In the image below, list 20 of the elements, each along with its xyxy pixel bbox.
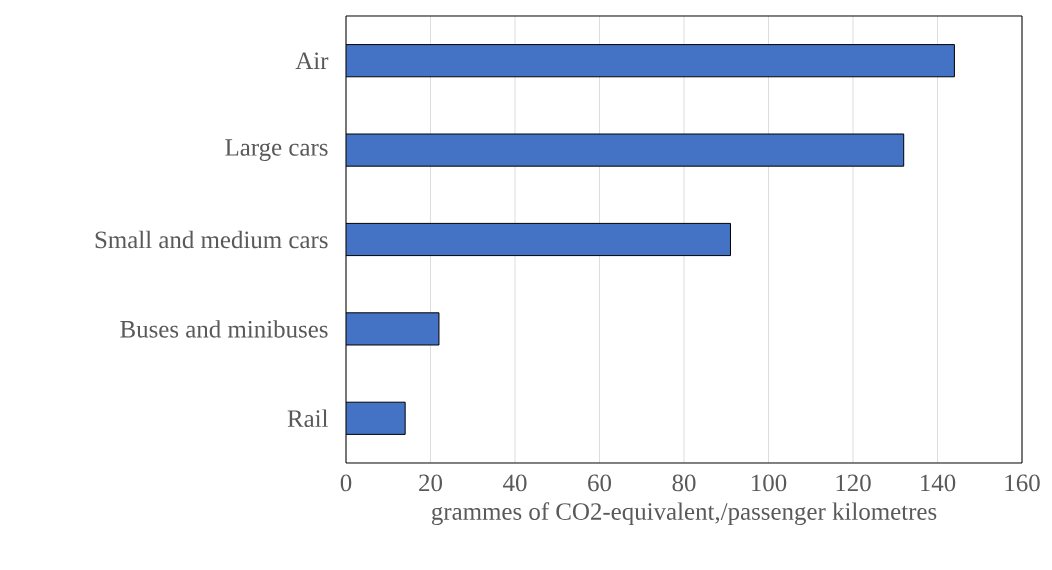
bar xyxy=(346,44,955,78)
x-tick-label: 140 xyxy=(921,474,956,492)
bar xyxy=(346,401,406,435)
y-tick-label: Large cars xyxy=(225,139,328,161)
x-tick-label: 0 xyxy=(340,474,352,492)
bar xyxy=(346,312,440,346)
bar xyxy=(346,222,731,257)
x-tick-label: 100 xyxy=(752,474,787,492)
y-tick-label: Air xyxy=(295,52,329,69)
x-axis-title: grammes of CO2-equivalent,/passenger kilometres xyxy=(431,502,937,526)
y-tick-label: Small and medium cars xyxy=(95,230,328,249)
x-tick-label: 60 xyxy=(588,474,612,492)
x-tick-label: 40 xyxy=(503,474,527,492)
y-tick-label: Rail xyxy=(287,409,328,428)
x-tick-label: 120 xyxy=(836,474,871,492)
bar xyxy=(346,133,905,167)
x-tick-label: 20 xyxy=(419,474,443,492)
x-tick-label: 80 xyxy=(672,474,696,492)
x-tick-label: 160 xyxy=(1005,474,1040,492)
y-tick-label: Buses and minibuses xyxy=(120,320,328,338)
